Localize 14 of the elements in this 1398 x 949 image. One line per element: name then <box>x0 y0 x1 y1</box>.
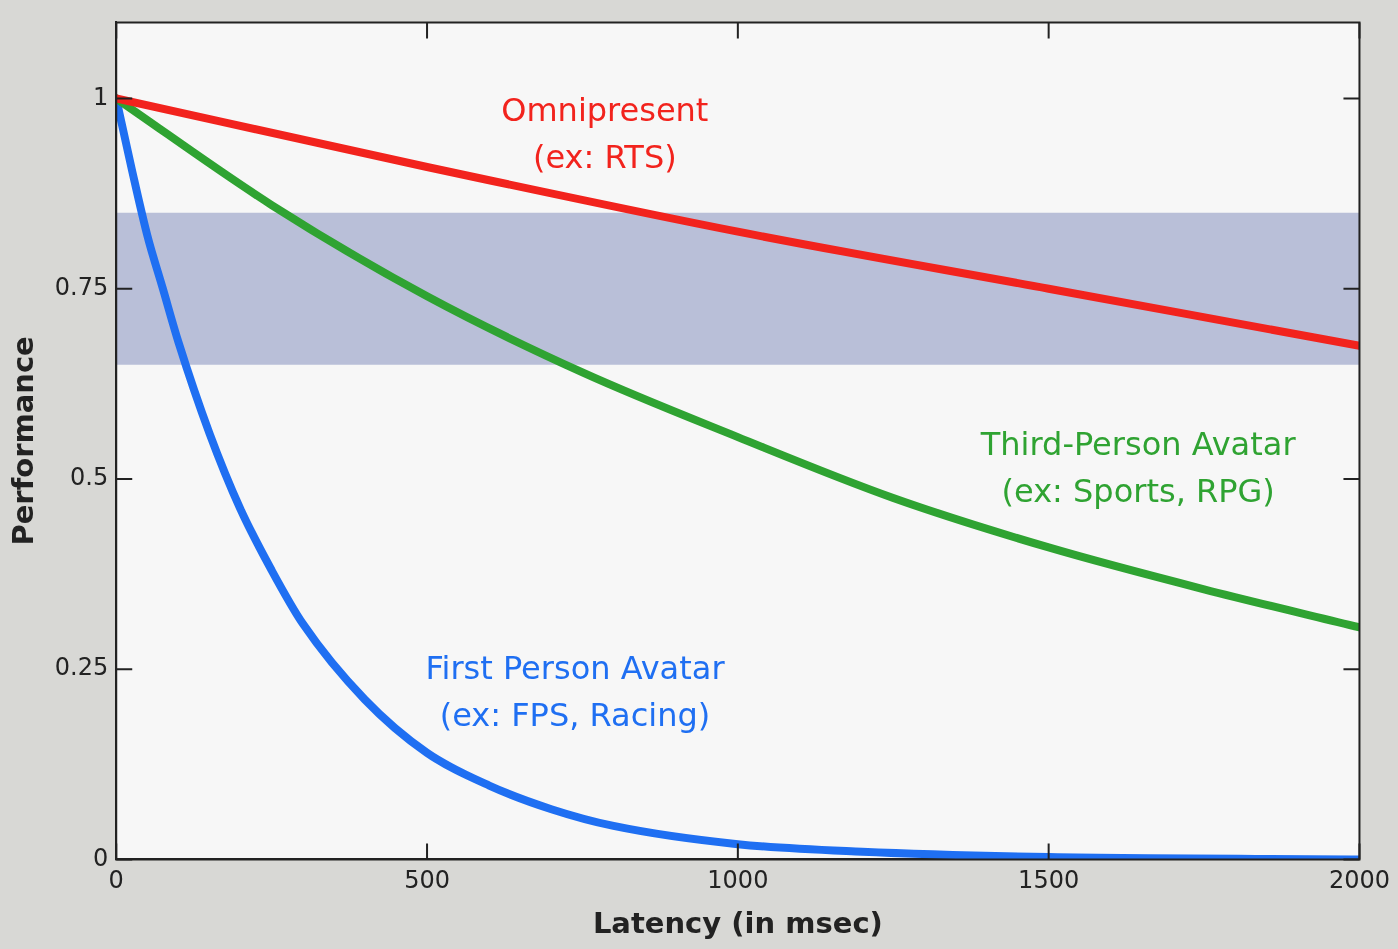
x-tick-label: 2000 <box>1328 866 1390 895</box>
x-tick-label: 500 <box>404 866 450 895</box>
y-tick-label: 0.25 <box>54 653 109 682</box>
y-tick-label: 0 <box>92 843 109 872</box>
y-tick-label: 0.75 <box>54 272 109 301</box>
x-tick-label: 1500 <box>1018 866 1080 895</box>
series-label: Third-Person Avatar (ex: Sports, RPG) <box>979 425 1297 511</box>
y-tick-label: 1 <box>92 82 109 111</box>
x-axis-title: Latency (in msec) <box>592 906 883 941</box>
y-tick-label: 0.5 <box>70 463 109 492</box>
series-label: Omnipresent (ex: RTS) <box>501 91 709 177</box>
series-label: First Person Avatar (ex: FPS, Racing) <box>425 648 726 734</box>
y-axis-title: Performance <box>5 336 40 546</box>
x-tick-label: 1000 <box>707 866 769 895</box>
